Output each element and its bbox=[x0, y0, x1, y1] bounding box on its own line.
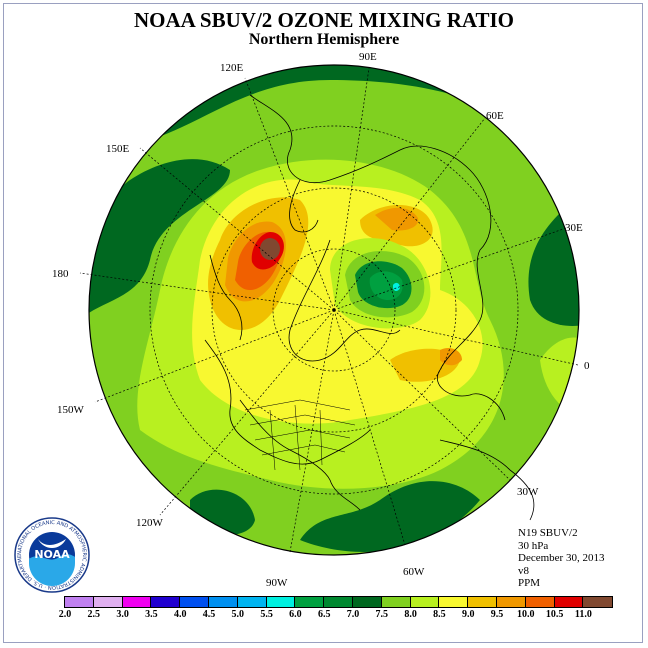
colorbar-cell bbox=[65, 597, 94, 607]
colorbar-cell bbox=[583, 597, 613, 607]
instrument-label: N19 SBUV/2 bbox=[518, 527, 578, 539]
colorbar-tick-label: 9.5 bbox=[490, 609, 504, 620]
colorbar bbox=[64, 596, 614, 608]
lon-label-150e: 150E bbox=[106, 143, 130, 155]
colorbar-tick-label: 3.0 bbox=[116, 609, 129, 620]
info-block: N19 SBUV/2 30 hPa December 30, 2013 v8 P… bbox=[518, 527, 604, 590]
colorbar-tick-label: 6.5 bbox=[317, 609, 331, 620]
date-label: December 30, 2013 bbox=[518, 552, 605, 564]
colorbar-tick-label: 11.0 bbox=[574, 609, 592, 620]
political-borders bbox=[244, 399, 356, 471]
map-boundary bbox=[88, 64, 580, 556]
lon-label-30w: 30W bbox=[517, 486, 539, 498]
version-label: v8 bbox=[518, 564, 529, 577]
colorbar-tick-label: 5.5 bbox=[260, 609, 273, 620]
lon-label-90e: 90E bbox=[359, 51, 377, 63]
colorbar-tick-label: 6.0 bbox=[289, 609, 302, 620]
colorbar-cell bbox=[151, 597, 181, 607]
colorbar-tick-label: 10.0 bbox=[517, 609, 535, 620]
colorbar-cell bbox=[468, 597, 497, 607]
map-title: NOAA SBUV/2 OZONE MIXING RATIO bbox=[134, 8, 514, 32]
colorbar-cell bbox=[93, 597, 123, 607]
colorbar-cell bbox=[525, 597, 555, 607]
lon-label-180: 180 bbox=[52, 268, 69, 280]
lon-label-90w: 90W bbox=[266, 577, 288, 589]
lon-label-150w: 150W bbox=[57, 404, 84, 416]
ozone-field bbox=[89, 65, 579, 555]
colorbar-cell bbox=[295, 597, 325, 607]
colorbar-cell bbox=[352, 597, 382, 607]
colorbar-cell bbox=[496, 597, 526, 607]
colorbar-cell bbox=[554, 597, 584, 607]
colorbar-tick-label: 5.0 bbox=[231, 609, 245, 620]
lon-label-60w: 60W bbox=[403, 566, 425, 578]
units-label: PPM bbox=[518, 577, 541, 589]
figure-frame bbox=[3, 3, 643, 643]
graticule bbox=[79, 67, 579, 553]
logo-text: NOAA bbox=[34, 548, 70, 561]
colorbar-tick-label: 8.0 bbox=[404, 609, 417, 620]
colorbar-tick-label: 3.5 bbox=[145, 609, 158, 620]
colorbar-cell bbox=[122, 597, 152, 607]
lon-label-0: 0 bbox=[584, 360, 590, 372]
colorbar-cell bbox=[439, 597, 469, 607]
colorbar-tick-label: 7.5 bbox=[375, 609, 389, 620]
coastlines bbox=[204, 94, 535, 521]
lon-label-60e: 60E bbox=[486, 110, 504, 122]
colorbar-cell bbox=[180, 597, 209, 607]
colorbar-tick-label: 4.5 bbox=[202, 609, 216, 620]
colorbar-tick-label: 4.0 bbox=[173, 609, 187, 620]
lon-label-120w: 120W bbox=[136, 517, 163, 529]
colorbar-cell bbox=[237, 597, 267, 607]
colorbar-cell bbox=[324, 597, 353, 607]
colorbar-cell bbox=[381, 597, 411, 607]
colorbar-tick-label: 8.5 bbox=[433, 609, 446, 620]
lon-label-30e: 30E bbox=[565, 222, 583, 234]
colorbar-tick-label: 10.5 bbox=[545, 609, 564, 620]
colorbar-cell bbox=[208, 597, 238, 607]
colorbar-cell bbox=[266, 597, 296, 607]
noaa-logo: NATIONAL OCEANIC AND ATMOSPHERIC ADMINIS… bbox=[14, 517, 90, 593]
colorbar-tick-label: 2.5 bbox=[87, 609, 101, 620]
colorbar-tick-label: 2.0 bbox=[58, 609, 72, 620]
lon-label-120e: 120E bbox=[220, 62, 244, 74]
colorbar-tick-label: 7.0 bbox=[346, 609, 360, 620]
colorbar-tick-label: 9.0 bbox=[461, 609, 475, 620]
colorbar-cell bbox=[410, 597, 440, 607]
pressure-level: 30 hPa bbox=[518, 539, 549, 552]
map-subtitle: Northern Hemisphere bbox=[248, 31, 400, 48]
